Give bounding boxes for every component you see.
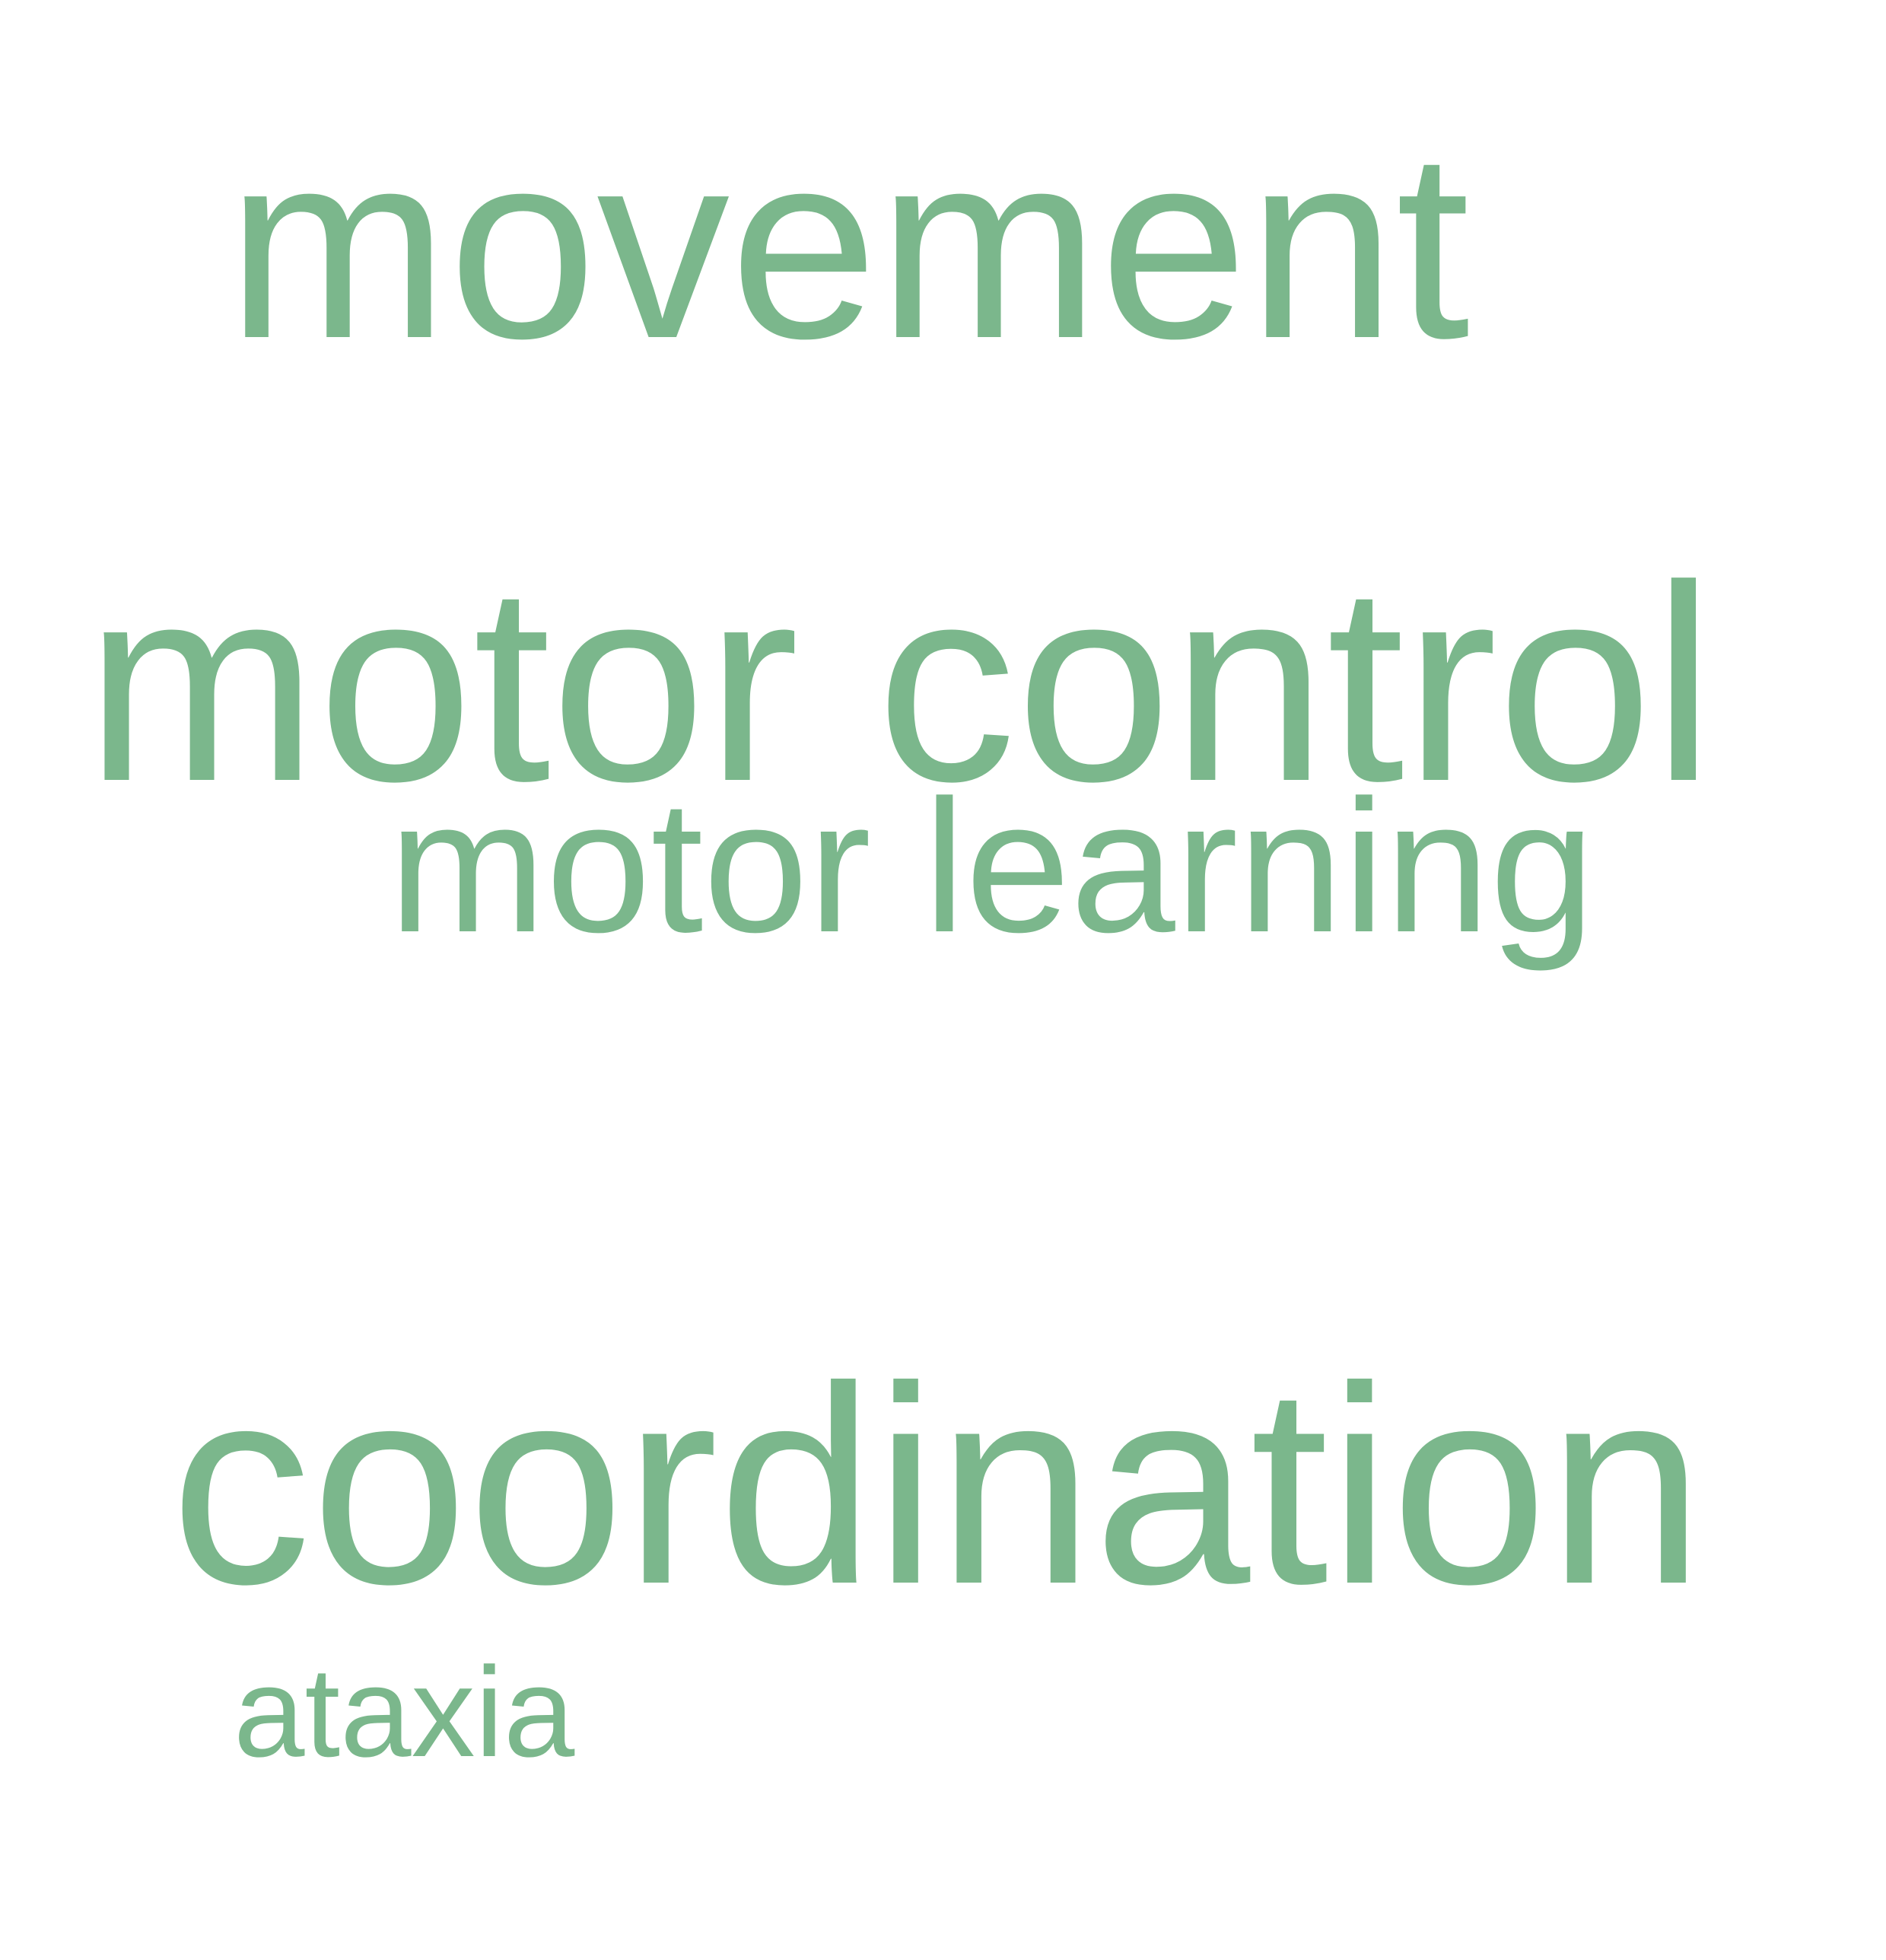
word-ataxia: ataxia <box>234 1640 575 1783</box>
word-motor-control: motor control <box>85 527 1715 839</box>
word-movement: movement <box>227 97 1470 394</box>
word-motor-learning: motor learning <box>389 760 1595 972</box>
word-coordination: coordination <box>170 1328 1704 1643</box>
